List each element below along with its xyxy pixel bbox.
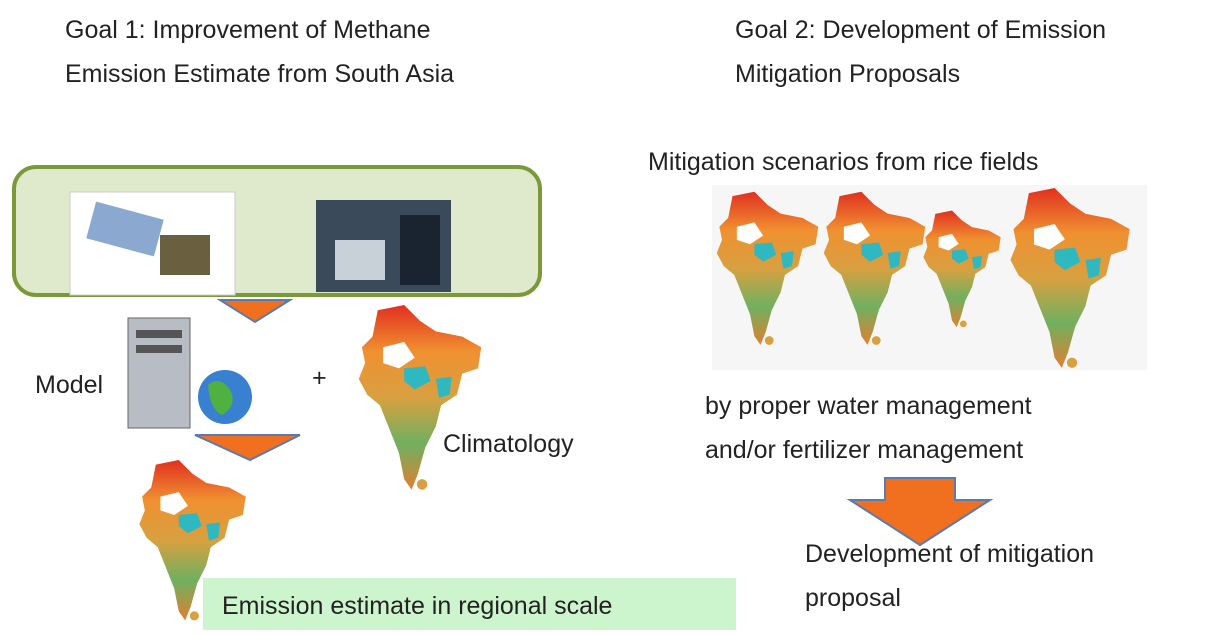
drive-bay <box>136 345 182 353</box>
lab-equipment <box>335 240 385 280</box>
scenarios-label: Mitigation scenarios from rice fields <box>648 148 1038 176</box>
satellite-body <box>160 235 210 275</box>
outcome-line: proposal <box>805 584 901 612</box>
goal2-title-line: Mitigation Proposals <box>735 60 960 88</box>
result-label-box <box>203 578 736 630</box>
goal1-title-line: Goal 1: Improvement of Methane <box>65 16 430 44</box>
lab-equipment <box>400 215 440 285</box>
result-label: Emission estimate in regional scale <box>222 592 612 620</box>
model-label: Model <box>35 371 103 399</box>
drive-bay <box>136 330 182 338</box>
arrow-down <box>194 434 301 462</box>
goal1-title-line: Emission Estimate from South Asia <box>65 60 454 88</box>
globe-land <box>208 381 233 415</box>
method-line: and/or fertilizer management <box>705 436 1023 464</box>
arrow-down <box>846 477 994 547</box>
plus-sign: + <box>312 364 327 392</box>
solar-panel <box>86 201 164 257</box>
climatology-map <box>358 305 482 490</box>
goal2-title-line: Goal 2: Development of Emission <box>735 16 1106 44</box>
method-line: by proper water management <box>705 392 1032 420</box>
arrow-down <box>216 299 294 324</box>
outcome-line: Development of mitigation <box>805 540 1094 568</box>
climatology-label: Climatology <box>443 430 574 458</box>
